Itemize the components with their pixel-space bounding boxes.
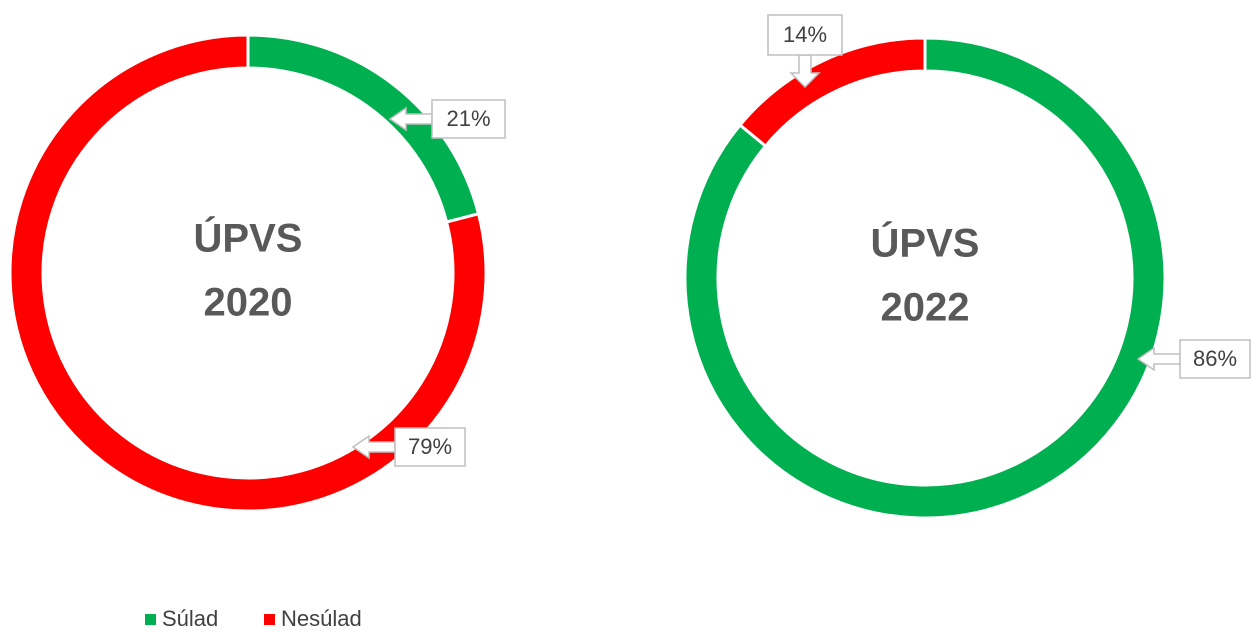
callout-arrow [789,54,821,89]
value-label: 14% [783,22,827,47]
donut-segment [737,36,927,149]
callout-box [431,99,506,139]
callout-arrow [351,434,396,460]
callout-arrow [1136,346,1181,372]
legend-swatch [145,614,156,625]
center-text: 2020 [204,281,293,325]
legend-label: Súlad [162,606,218,631]
callout-arrow [388,106,433,132]
callout-box [394,427,466,467]
donut-segment [8,33,488,513]
value-label: 21% [446,106,490,131]
legend-swatch [264,614,275,625]
center-text: ÚPVS [194,215,303,261]
donut-segment [683,36,1167,520]
center-text: 2022 [881,286,970,330]
callout-box [767,14,843,56]
value-label: 79% [408,434,452,459]
center-text: ÚPVS [871,220,980,266]
callout-box [1179,339,1251,379]
legend-label: Nesúlad [281,606,362,631]
value-label: 86% [1193,346,1237,371]
